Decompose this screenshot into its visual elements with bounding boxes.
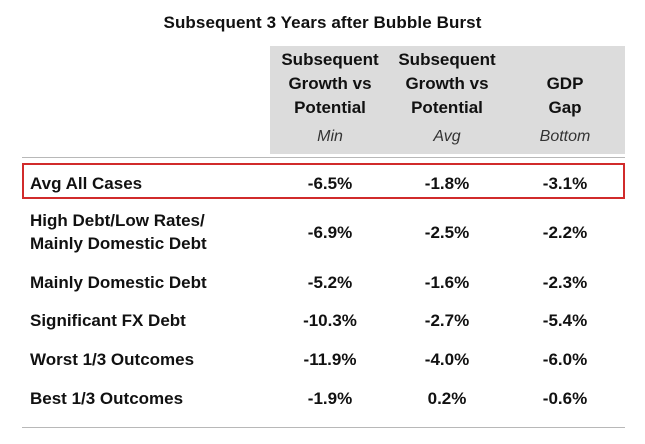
table-cell: -0.6%	[542, 388, 588, 408]
table-cell: -11.9%	[303, 349, 357, 369]
table-cell: -6.0%	[542, 349, 588, 369]
row-label: Significant FX Debt	[30, 309, 186, 332]
table-cell: -2.2%	[542, 222, 588, 242]
table-cell: -1.9%	[307, 388, 353, 408]
column-header: Subsequent Growth vs Potential	[271, 48, 389, 120]
table-cell: 0.2%	[427, 388, 467, 408]
column-header-line: Subsequent	[281, 50, 379, 69]
column-header: Subsequent Growth vs Potential	[388, 48, 506, 120]
row-label: Best 1/3 Outcomes	[30, 387, 183, 410]
row-label: Worst 1/3 Outcomes	[30, 348, 194, 371]
row-label-line: Mainly Domestic Debt	[30, 272, 207, 292]
row-label: Mainly Domestic Debt	[30, 271, 207, 294]
row-label: Avg All Cases	[30, 172, 142, 195]
row-label-line: Mainly Domestic Debt	[30, 234, 207, 253]
table-cell: -2.7%	[424, 310, 470, 330]
row-label-line: Best 1/3 Outcomes	[30, 388, 184, 408]
column-header-line: Growth vs	[288, 74, 372, 93]
column-subheader: Avg	[433, 128, 461, 145]
table-rule	[22, 427, 625, 428]
table-cell: -1.8%	[424, 173, 470, 193]
row-label-line: Worst 1/3 Outcomes	[30, 349, 195, 369]
table-cell: -5.2%	[307, 272, 353, 292]
row-label: High Debt/Low Rates/Mainly Domestic Debt	[30, 209, 207, 255]
column-header-line: Gap	[548, 98, 582, 117]
column-header-line: Subsequent	[398, 50, 496, 69]
column-header-line: Growth vs	[405, 74, 489, 93]
row-label-line: High Debt/Low Rates/	[30, 211, 205, 230]
table-cell: -4.0%	[424, 349, 470, 369]
table-cell: -10.3%	[303, 310, 357, 330]
row-highlight-box	[22, 163, 625, 199]
table-cell: -6.9%	[307, 222, 353, 242]
column-subheader: Bottom	[539, 128, 591, 145]
table-cell: -5.4%	[542, 310, 588, 330]
row-label-line: Avg All Cases	[30, 173, 143, 193]
table-cell: -3.1%	[542, 173, 588, 193]
column-header-line: Potential	[411, 98, 483, 117]
column-header-line: Potential	[294, 98, 366, 117]
table-cell: -6.5%	[307, 173, 353, 193]
row-label-line: Significant FX Debt	[30, 310, 186, 330]
column-subheader: Min	[317, 128, 343, 145]
header-background	[270, 46, 625, 154]
table-cell: -1.6%	[424, 272, 470, 292]
table-cell: -2.5%	[424, 222, 470, 242]
table-cell: -2.3%	[542, 272, 588, 292]
table-title: Subsequent 3 Years after Bubble Burst	[163, 13, 482, 32]
column-header: GDP Gap	[506, 72, 624, 120]
table-rule	[22, 157, 625, 158]
column-header-line: GDP	[546, 74, 584, 93]
